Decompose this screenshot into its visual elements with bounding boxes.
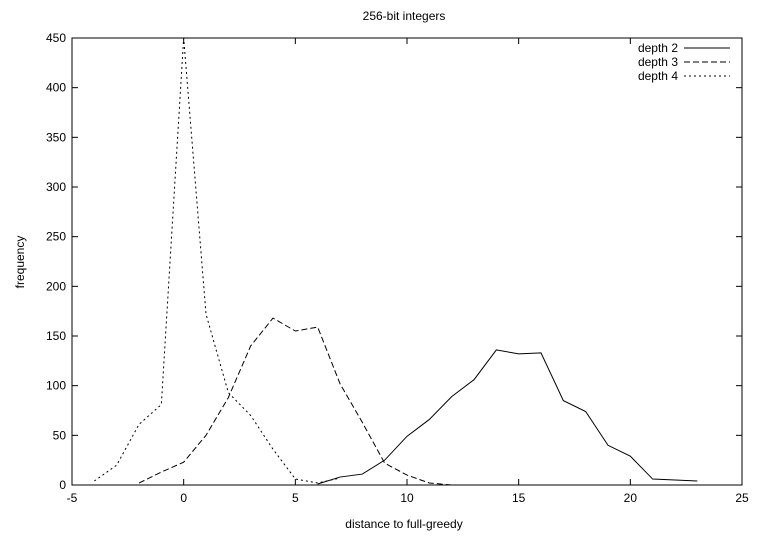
series-line-1 [317, 349, 698, 485]
legend-label-3: depth 4 [638, 69, 678, 83]
x-tick-label: 15 [512, 491, 526, 505]
y-tick-label: 100 [46, 379, 66, 393]
x-tick-label: 25 [735, 491, 749, 505]
y-tick-label: 450 [46, 31, 66, 45]
series-line-2 [138, 317, 452, 486]
x-tick-label: 0 [180, 491, 187, 505]
y-tick-label: 150 [46, 329, 66, 343]
y-tick-label: 200 [46, 279, 66, 293]
series-layer [94, 37, 698, 486]
y-tick-label: 0 [59, 478, 66, 492]
series-line-3 [94, 37, 341, 484]
x-tick-label: 10 [400, 491, 414, 505]
y-axis-label: frequency [13, 236, 27, 289]
y-tick-label: 300 [46, 180, 66, 194]
x-axis: -5 0 5 10 15 20 25 [67, 38, 749, 505]
x-tick-label: -5 [67, 491, 78, 505]
y-tick-label: 400 [46, 81, 66, 95]
x-tick-label: 20 [624, 491, 638, 505]
plot-area-frame [71, 37, 743, 486]
legend-label-2: depth 3 [638, 55, 678, 69]
x-tick-label: 5 [292, 491, 299, 505]
y-axis: 0 50 100 150 200 250 300 350 400 450 [46, 31, 742, 492]
legend-label-1: depth 2 [638, 41, 678, 55]
y-tick-label: 250 [46, 230, 66, 244]
x-axis-label: distance to full-greedy [345, 517, 462, 531]
y-tick-label: 50 [53, 428, 67, 442]
y-tick-label: 350 [46, 130, 66, 144]
chart-title: 256-bit integers [363, 9, 446, 23]
